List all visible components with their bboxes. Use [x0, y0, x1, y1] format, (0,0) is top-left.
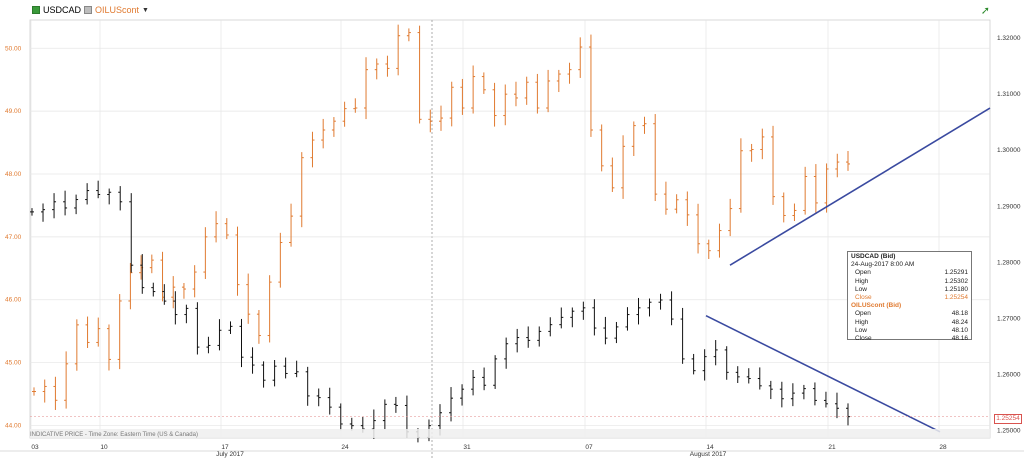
series-color-swatch-icon [84, 6, 92, 14]
tooltip-row: Close 48.16 [855, 335, 968, 343]
left-tick-label: 47.00 [5, 234, 22, 241]
ohlc-tooltip: USDCAD (Bid) 24-Aug-2017 8:00 AM Open 1.2… [847, 251, 972, 343]
left-tick-label: 44.00 [5, 422, 22, 429]
oil-support-trendline [729, 107, 991, 266]
tooltip-row: Close 1.25254 [855, 294, 968, 302]
x-tick-label: 24 [341, 444, 349, 451]
left-tick-label: 48.00 [5, 171, 22, 178]
plot-area [29, 19, 991, 439]
tooltip-row: Low 48.10 [855, 326, 968, 334]
left-tick-label: 50.00 [5, 45, 22, 52]
tooltip-row: Low 1.25180 [855, 285, 968, 293]
x-tick-label: 07 [585, 444, 593, 451]
x-tick-label: 10 [100, 444, 108, 451]
tooltip-row: High 1.25302 [855, 277, 968, 285]
left-tick-label: 45.00 [5, 360, 22, 367]
x-tick-label: 31 [463, 444, 471, 451]
symbol-label: USDCAD [43, 5, 82, 15]
x-tick-label: 17 [221, 444, 229, 451]
x-tick-label: 28 [939, 444, 947, 451]
right-tick-label: 1.32000 [997, 35, 1021, 42]
usdcad-resistance-trendline [705, 314, 941, 433]
month-label: August 2017 [690, 451, 727, 458]
right-tick-label: 1.26000 [997, 372, 1021, 379]
right-tick-label: 1.29000 [997, 203, 1021, 210]
right-tick-label: 1.25000 [997, 428, 1021, 435]
symbol-selector-oil[interactable]: OILUScont ▼ [84, 5, 149, 15]
last-price-tag: 1.25254 [994, 414, 1022, 424]
tooltip-datetime: 24-Aug-2017 8:00 AM [851, 261, 915, 269]
tooltip-row: Open 48.18 [855, 310, 968, 318]
x-tick-label: 03 [31, 444, 39, 451]
series-usdcad [30, 180, 850, 443]
trend-arrow-icon[interactable]: ➚ [980, 5, 990, 17]
left-tick-label: 49.00 [5, 108, 22, 115]
series-oiluscont [32, 24, 850, 410]
series-color-swatch-icon [32, 6, 40, 14]
x-tick-label: 14 [706, 444, 714, 451]
right-tick-label: 1.27000 [997, 315, 1021, 322]
chart-toolbar: USDCAD ▼ OILUScont ▼ ➚ [0, 0, 1024, 22]
right-tick-label: 1.31000 [997, 91, 1021, 98]
tooltip-title: USDCAD (Bid) [851, 253, 896, 260]
dropdown-arrow-icon[interactable]: ▼ [142, 6, 149, 14]
right-tick-label: 1.30000 [997, 147, 1021, 154]
left-tick-label: 46.00 [5, 297, 22, 304]
indicative-price-note: INDICATIVE PRICE - Time Zone: Eastern Ti… [30, 432, 198, 438]
x-tick-label: 21 [828, 444, 836, 451]
tooltip-oil-title: OILUScont (Bid) [851, 302, 902, 310]
right-tick-label: 1.28000 [997, 259, 1021, 266]
tooltip-row: High 48.24 [855, 318, 968, 326]
symbol-label: OILUScont [95, 5, 140, 15]
month-label: July 2017 [216, 451, 244, 458]
footnote-band [30, 429, 990, 438]
tooltip-row: Open 1.25291 [855, 269, 968, 277]
